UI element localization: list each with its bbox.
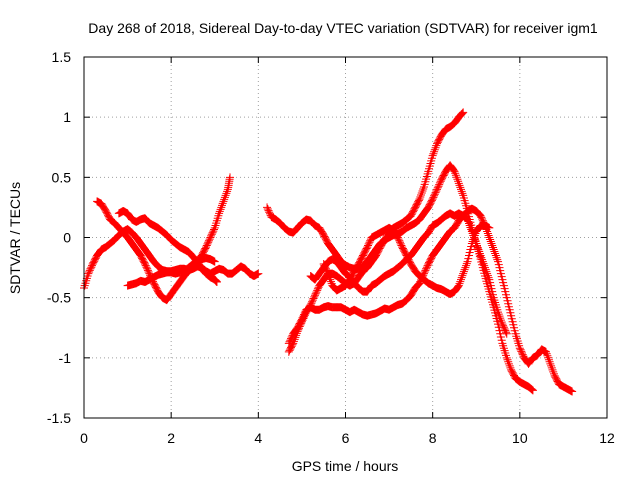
y-tick-label: 1 [63, 109, 71, 125]
data-point [263, 203, 272, 212]
ticks: 0 2 4 6 8 10 12 -1.5 -1 -0.5 0 0.5 1 1.5 [47, 49, 615, 446]
data-point [489, 245, 498, 254]
data-point [546, 359, 555, 368]
data-point [485, 233, 494, 242]
data-point [459, 269, 468, 278]
data-point [206, 233, 215, 242]
data-point [454, 179, 463, 188]
series-track-8 [306, 209, 511, 338]
data-point [476, 251, 485, 260]
y-tick-label: -1.5 [47, 410, 71, 426]
data-point-dense [320, 221, 493, 298]
data-point-dense [124, 254, 218, 290]
data-point-dense [285, 205, 576, 396]
y-tick-label: 0.5 [52, 169, 72, 185]
grid [84, 57, 607, 418]
data-point [219, 197, 228, 206]
data-point [297, 317, 306, 326]
x-axis-label: GPS time / hours [292, 458, 399, 474]
data-points [80, 108, 577, 396]
y-axis-label: SDTVAR / TECUs [7, 182, 23, 294]
y-tick-label: -1 [59, 350, 72, 366]
data-point [502, 329, 511, 338]
series-track-4 [123, 253, 219, 290]
x-tick-label: 12 [599, 430, 615, 446]
x-tick-label: 10 [512, 430, 528, 446]
y-tick-label: 1.5 [52, 49, 72, 65]
data-point-dense [307, 209, 510, 337]
y-tick-label: -0.5 [47, 290, 71, 306]
x-tick-label: 2 [167, 430, 175, 446]
y-tick-label: 0 [63, 230, 71, 246]
data-point [433, 185, 442, 194]
chart-title: Day 268 of 2018, Sidereal Day-to-day VTE… [88, 20, 598, 36]
data-point [480, 263, 489, 272]
x-tick-label: 6 [342, 430, 350, 446]
data-point [324, 269, 333, 278]
series-track-9 [319, 221, 494, 299]
data-point [319, 259, 328, 268]
x-tick-label: 8 [429, 430, 437, 446]
x-tick-label: 4 [254, 430, 262, 446]
series-track-3 [114, 207, 221, 287]
x-tick-label: 0 [80, 430, 88, 446]
